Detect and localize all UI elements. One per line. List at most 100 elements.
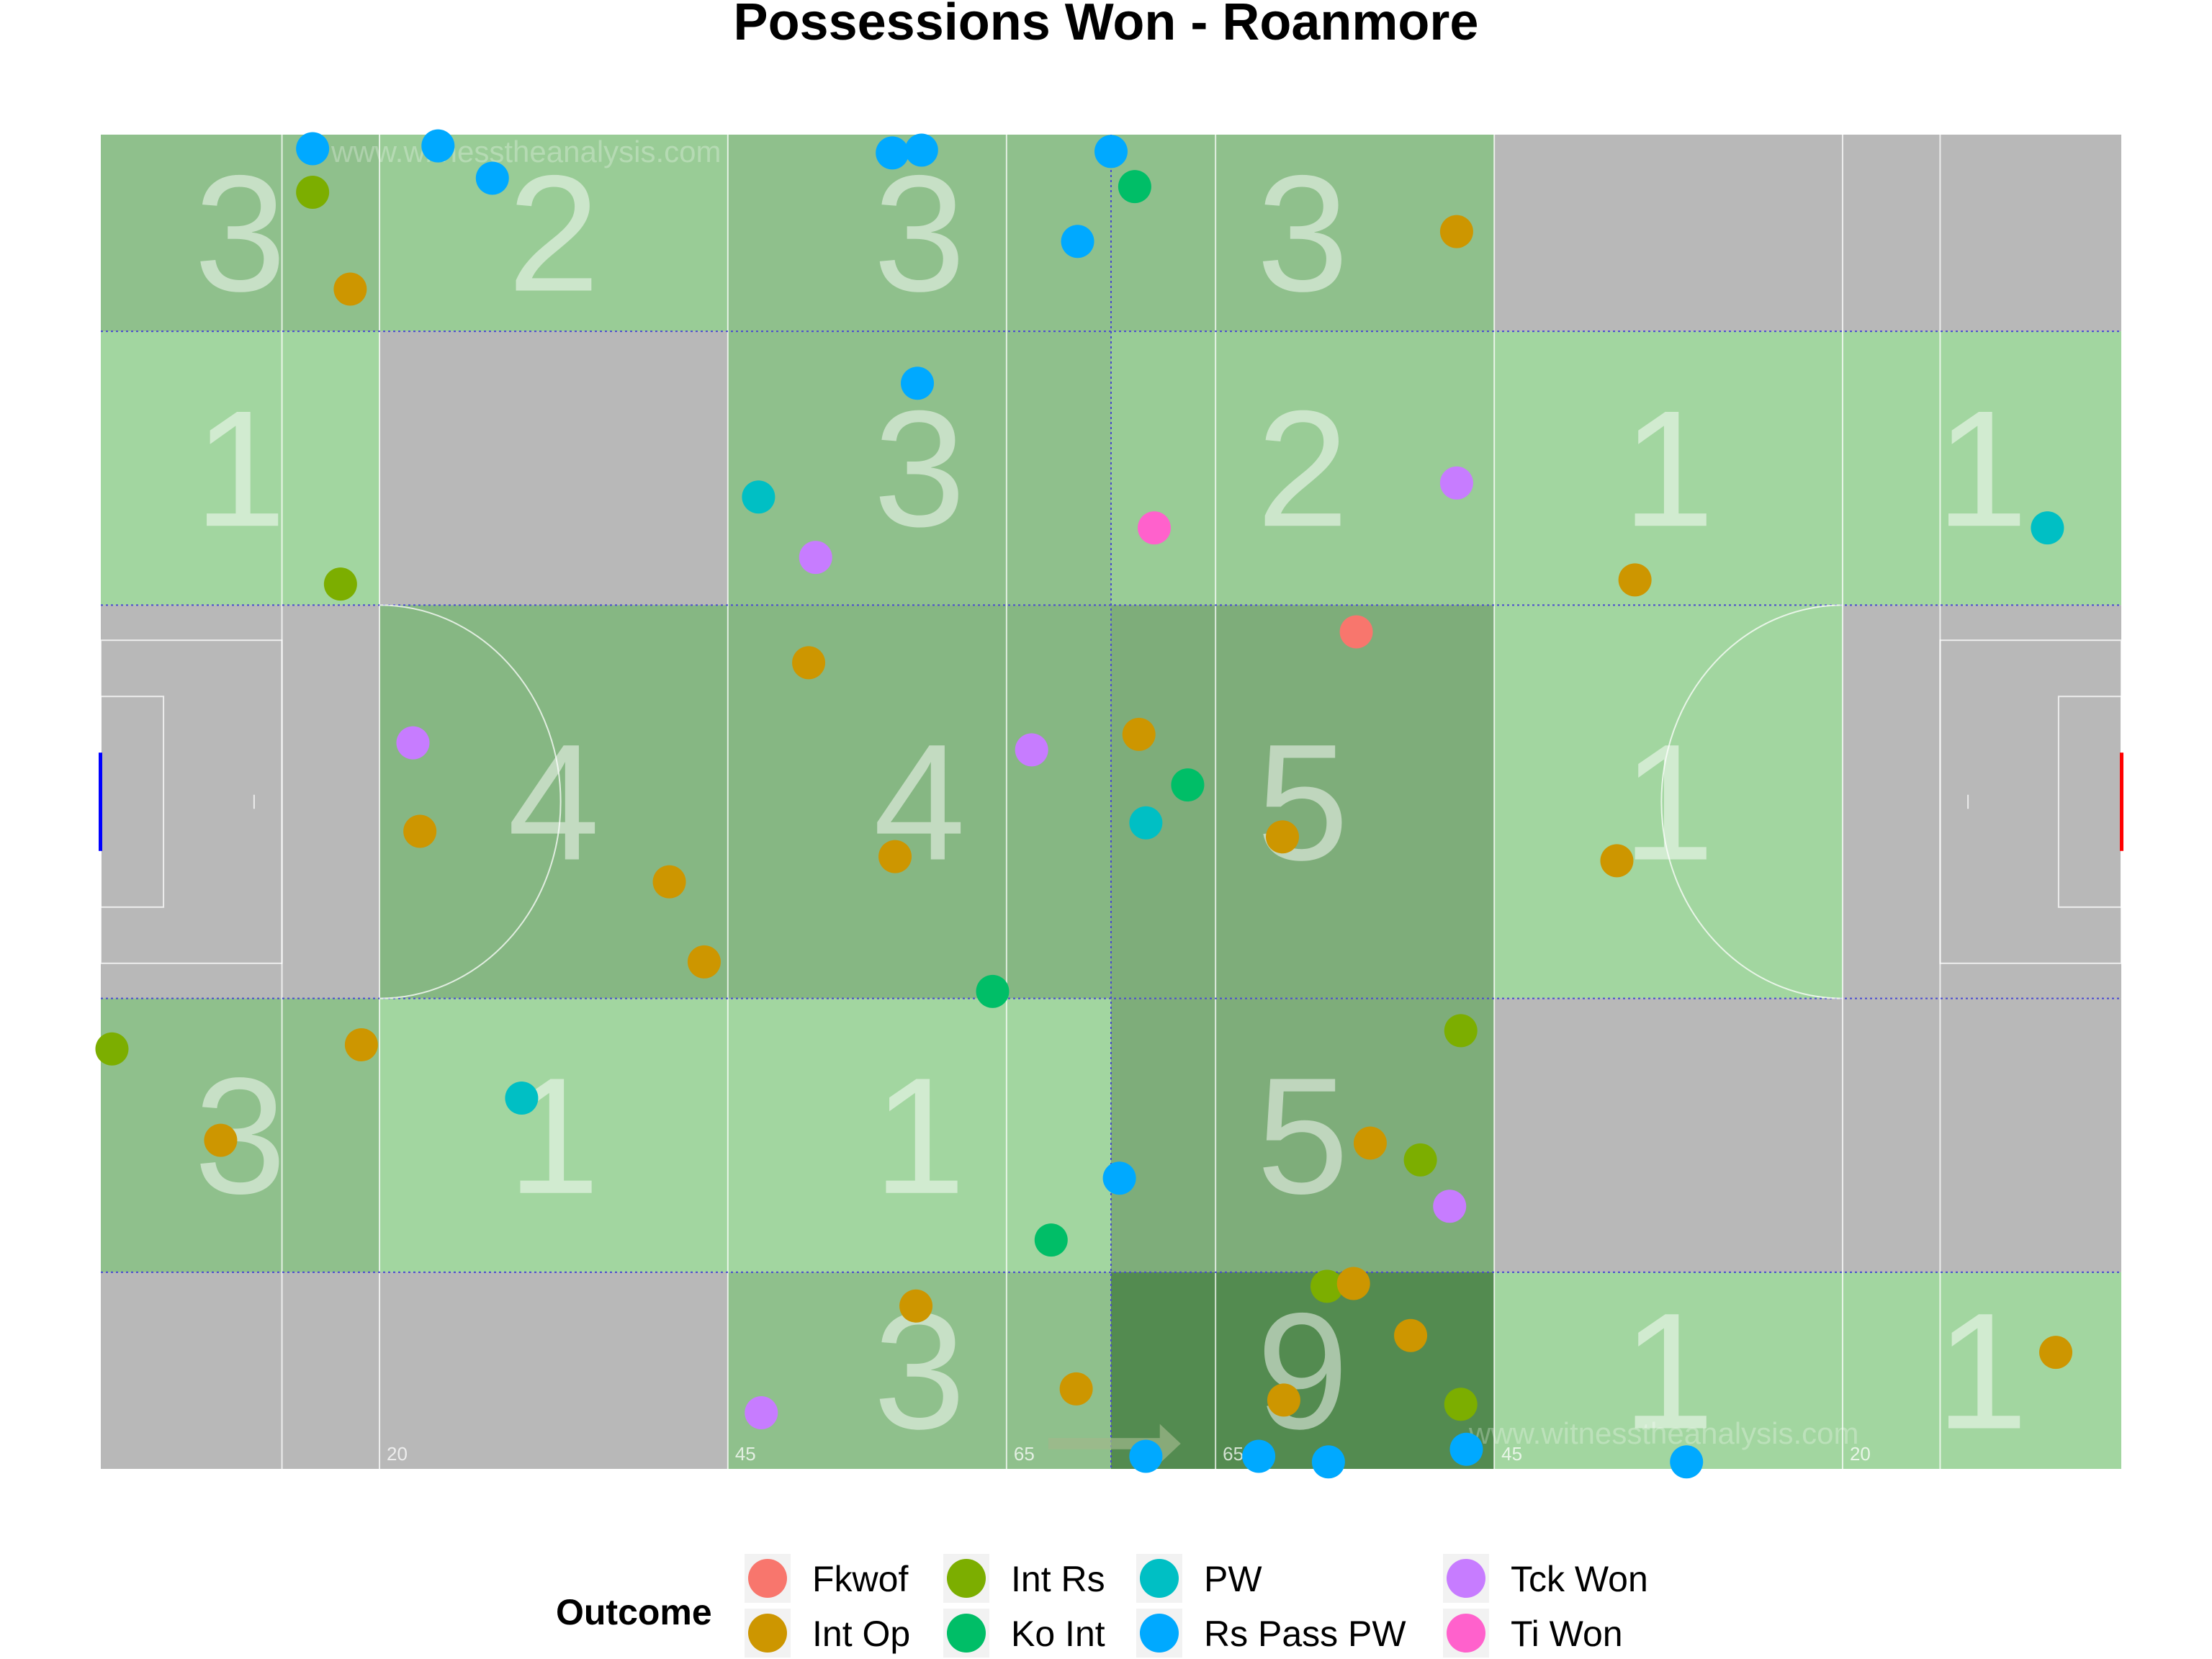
zone-16 xyxy=(1494,605,1843,999)
point-24 xyxy=(792,646,826,680)
legend-title: Outcome xyxy=(556,1592,712,1632)
zone-19 xyxy=(379,998,728,1272)
legend-key-6 xyxy=(1447,1559,1485,1598)
point-23 xyxy=(1618,563,1652,597)
point-38 xyxy=(1059,1372,1093,1406)
point-22 xyxy=(1439,215,1473,248)
zone-count-2: 3 xyxy=(873,141,966,326)
point-33 xyxy=(204,1123,238,1157)
point-49 xyxy=(799,541,832,575)
point-7 xyxy=(901,367,935,400)
point-4 xyxy=(904,133,938,167)
point-37 xyxy=(1394,1318,1428,1352)
zone-0 xyxy=(101,135,380,332)
point-34 xyxy=(1353,1126,1387,1160)
point-15 xyxy=(323,567,357,601)
point-12 xyxy=(1449,1432,1483,1466)
zone-count-28: 1 xyxy=(1622,1278,1714,1463)
legend-label-7: Ti Won xyxy=(1511,1614,1623,1654)
direction-arrow-icon xyxy=(1048,1424,1181,1464)
point-10 xyxy=(1242,1439,1276,1473)
point-41 xyxy=(1118,170,1151,204)
point-9 xyxy=(1129,1439,1163,1473)
pitch-lines xyxy=(99,135,2123,1469)
distance-marks: 20 45 65 65 45 20 xyxy=(387,1443,1871,1465)
point-47 xyxy=(505,1082,539,1115)
zone-count-16: 1 xyxy=(1622,710,1714,895)
point-48 xyxy=(2031,511,2064,545)
zone-count-9: 2 xyxy=(1256,376,1349,561)
zone-count-13: 4 xyxy=(508,710,600,895)
point-18 xyxy=(1403,1143,1437,1177)
zone-9 xyxy=(1111,331,1495,606)
zone-10 xyxy=(1494,331,1843,606)
legend: Outcome Fkwof Int Op Int Rs Ko Int PW Rs Pass… xyxy=(556,1554,1648,1658)
distance-mark-3: 65 xyxy=(1223,1443,1244,1465)
zone-count-11: 1 xyxy=(1936,376,2028,561)
point-17 xyxy=(1444,1014,1478,1048)
point-8 xyxy=(1102,1161,1136,1195)
zone-count-27: 9 xyxy=(1256,1278,1349,1463)
point-46 xyxy=(1129,806,1163,840)
point-55 xyxy=(1339,615,1373,649)
zone-2 xyxy=(727,135,1111,332)
legend-label-3: Ko Int xyxy=(1011,1614,1105,1654)
point-26 xyxy=(403,814,437,848)
point-1 xyxy=(421,129,455,163)
point-16 xyxy=(95,1032,129,1066)
distance-mark-0: 20 xyxy=(387,1443,408,1465)
point-2 xyxy=(475,161,509,195)
watermark-top: www.witnesstheanalysis.com xyxy=(331,135,721,168)
point-13 xyxy=(1670,1445,1704,1479)
zone-count-21: 5 xyxy=(1256,1043,1349,1228)
legend-label-5: Rs Pass PW xyxy=(1204,1614,1406,1654)
legend-label-6: Tck Won xyxy=(1511,1559,1648,1599)
zone-27 xyxy=(1111,1272,1495,1469)
left-goal xyxy=(99,752,102,851)
watermark-bottom: www.witnesstheanalysis.com xyxy=(1468,1416,1859,1450)
zone-count-6: 1 xyxy=(194,376,287,561)
point-43 xyxy=(976,974,1010,1008)
zone-15 xyxy=(1111,605,1495,999)
zone-28 xyxy=(1494,1272,1843,1469)
zone-5 xyxy=(1842,135,2121,332)
point-31 xyxy=(687,945,721,979)
point-32 xyxy=(344,1028,378,1061)
zone-count-8: 3 xyxy=(873,376,966,561)
point-52 xyxy=(1015,733,1048,767)
zone-29 xyxy=(1842,1272,2121,1469)
legend-label-4: PW xyxy=(1204,1559,1262,1599)
point-5 xyxy=(1094,135,1128,168)
zone-12 xyxy=(101,605,380,999)
zone-count-0: 3 xyxy=(194,141,287,326)
watermarks: www.witnesstheanalysis.com www.witnessth… xyxy=(331,135,1859,1450)
zone-14 xyxy=(727,605,1111,999)
legend-key-3 xyxy=(947,1614,986,1653)
point-51 xyxy=(396,726,430,760)
legend-key-1 xyxy=(748,1614,787,1653)
zone-22 xyxy=(1494,998,1843,1272)
zone-count-1: 2 xyxy=(508,141,600,326)
distance-mark-1: 45 xyxy=(735,1443,756,1465)
zone-24 xyxy=(101,1272,380,1469)
legend-label-0: Fkwof xyxy=(812,1559,908,1599)
pitch-zones xyxy=(101,135,2121,1469)
zone-1 xyxy=(379,135,728,332)
legend-label-1: Int Op xyxy=(812,1614,910,1654)
zone-count-10: 1 xyxy=(1622,376,1714,561)
distance-mark-4: 45 xyxy=(1501,1443,1522,1465)
point-36 xyxy=(899,1289,933,1323)
point-28 xyxy=(1266,820,1300,854)
zone-23 xyxy=(1842,998,2121,1272)
distance-mark-2: 65 xyxy=(1014,1443,1035,1465)
point-50 xyxy=(1439,466,1473,500)
point-19 xyxy=(1310,1269,1344,1303)
point-56 xyxy=(1137,511,1171,545)
legend-key-2 xyxy=(947,1559,986,1598)
point-54 xyxy=(745,1395,778,1429)
zone-6 xyxy=(101,331,380,606)
point-21 xyxy=(333,272,367,306)
point-0 xyxy=(296,132,330,166)
point-3 xyxy=(876,136,909,170)
legend-label-2: Int Rs xyxy=(1011,1559,1105,1599)
